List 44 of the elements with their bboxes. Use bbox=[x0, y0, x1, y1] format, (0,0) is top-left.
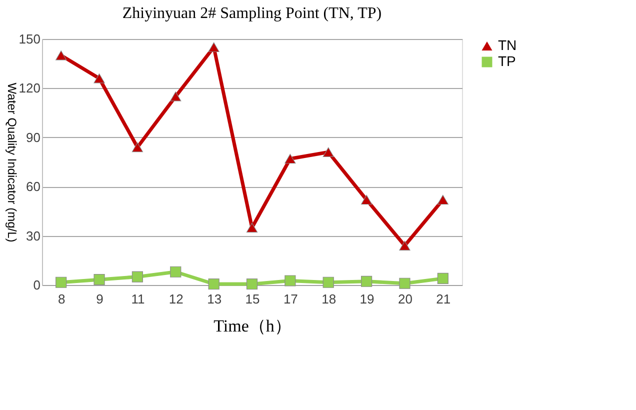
point bbox=[322, 147, 334, 157]
point bbox=[361, 276, 372, 287]
point bbox=[361, 194, 372, 205]
x-tick-label: 9 bbox=[96, 292, 104, 306]
point bbox=[208, 42, 220, 52]
point bbox=[170, 92, 182, 102]
point bbox=[56, 276, 67, 288]
y-tick-label: 120 bbox=[18, 80, 40, 96]
point bbox=[170, 266, 182, 278]
point bbox=[208, 278, 220, 290]
point bbox=[132, 142, 143, 152]
y-tick-label: 90 bbox=[26, 130, 40, 145]
x-tick-label: 11 bbox=[131, 292, 145, 306]
point bbox=[399, 278, 410, 289]
y-tick-label: 0 bbox=[33, 278, 40, 292]
point bbox=[246, 278, 258, 290]
point bbox=[94, 74, 105, 84]
x-tick-label: 20 bbox=[398, 292, 412, 306]
y-tick-label: 60 bbox=[26, 179, 40, 194]
x-tick-label: 13 bbox=[207, 292, 222, 306]
point bbox=[322, 276, 334, 288]
point bbox=[284, 275, 296, 286]
x-tick-label: 17 bbox=[283, 292, 298, 306]
x-axis-title: Time（h） bbox=[214, 316, 292, 336]
y-tick-label: 150 bbox=[18, 32, 40, 46]
chart-title: Zhiyinyuan 2# Sampling Point (TN, TP) bbox=[122, 5, 382, 22]
legend-label: TN bbox=[498, 37, 517, 53]
y-tick-label: 30 bbox=[26, 228, 40, 244]
legend-label: TP bbox=[498, 53, 516, 69]
point bbox=[437, 272, 448, 284]
point bbox=[94, 274, 105, 286]
point bbox=[284, 154, 296, 164]
x-tick-label: 12 bbox=[168, 292, 184, 306]
point bbox=[399, 240, 410, 250]
point bbox=[132, 271, 143, 282]
x-tick-label: 21 bbox=[436, 292, 451, 306]
point bbox=[246, 222, 258, 232]
x-tick-label: 18 bbox=[322, 292, 336, 306]
y-axis-title: Water Quality Indicator (mg/L) bbox=[4, 82, 19, 242]
point bbox=[56, 50, 67, 60]
point bbox=[437, 194, 448, 205]
x-tick-label: 15 bbox=[245, 292, 260, 306]
x-tick-label: 8 bbox=[58, 292, 66, 306]
x-tick-label: 19 bbox=[360, 292, 374, 306]
